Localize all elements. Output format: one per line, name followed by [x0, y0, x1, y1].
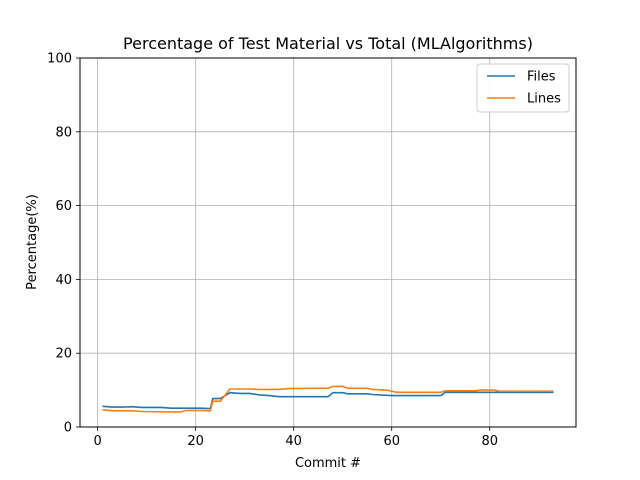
series-layer — [102, 385, 554, 413]
grid-lines — [80, 57, 576, 428]
x-tick-label: 40 — [285, 434, 302, 449]
y-tick-label: 40 — [55, 273, 72, 288]
x-axis-label: Commit # — [295, 456, 361, 471]
y-tick-label: 0 — [64, 421, 72, 436]
legend: Files Lines — [476, 63, 570, 113]
x-tick-label: 80 — [481, 434, 498, 449]
legend-label-lines: Lines — [527, 92, 561, 107]
chart-title: Percentage of Test Material vs Total (ML… — [123, 34, 533, 53]
axis-ticks: 0 20 40 60 80 0 20 40 60 80 100 — [47, 52, 498, 450]
x-tick-label: 0 — [94, 434, 102, 449]
series-line-lines — [102, 385, 554, 413]
y-axis-label: Percentage(%) — [25, 194, 40, 290]
x-tick-label: 20 — [187, 434, 204, 449]
series-line-files — [102, 391, 554, 410]
y-tick-label: 20 — [55, 347, 72, 362]
y-tick-label: 60 — [55, 199, 72, 214]
y-tick-label: 80 — [55, 125, 72, 140]
legend-label-files: Files — [527, 70, 556, 85]
plot-frame — [79, 57, 577, 428]
y-tick-label: 100 — [47, 52, 72, 67]
x-tick-label: 60 — [383, 434, 400, 449]
